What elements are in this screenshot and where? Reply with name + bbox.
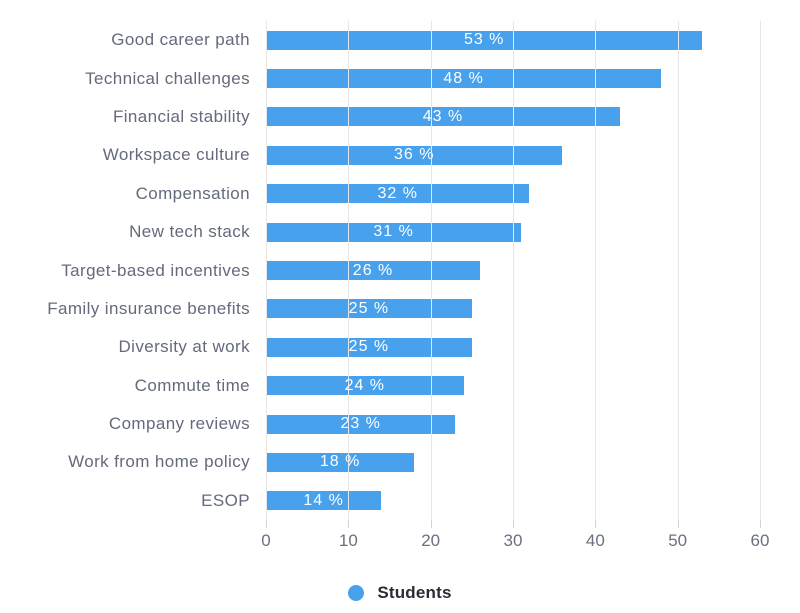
axis-tick-40 <box>595 520 597 528</box>
bar-value-label: 24 % <box>344 376 386 394</box>
category-label: Technical challenges <box>85 68 250 88</box>
bar-row: 25 % <box>266 328 760 366</box>
gridline-50 <box>677 21 679 520</box>
category-label: ESOP <box>201 490 250 510</box>
x-axis-label-40: 40 <box>585 531 605 550</box>
bar-row: 36 % <box>266 136 760 174</box>
bar[interactable]: 18 % <box>266 452 415 472</box>
category-label: Family insurance benefits <box>47 298 250 318</box>
bar-value-label: 26 % <box>352 261 394 279</box>
bar-row: 25 % <box>266 290 760 328</box>
axis-tick-20 <box>430 520 432 528</box>
bar-value-label: 23 % <box>340 415 381 433</box>
bar-row: 32 % <box>266 175 760 213</box>
bar[interactable]: 53 % <box>266 30 703 50</box>
x-axis: 0 10 20 30 40 50 60 <box>261 528 769 554</box>
gridline-30 <box>513 21 514 520</box>
bar[interactable]: 36 % <box>266 145 563 165</box>
axis-tick-50 <box>677 520 679 528</box>
bar[interactable]: 31 % <box>266 222 522 242</box>
x-axis-label-50: 50 <box>668 531 688 550</box>
bar-value-label: 48 % <box>443 69 484 87</box>
x-axis-label-60: 60 <box>750 531 770 550</box>
bar-row: 18 % <box>266 443 760 481</box>
gridline-10 <box>348 21 350 520</box>
bar-value-label: 53 % <box>463 31 505 49</box>
bar[interactable]: 24 % <box>266 376 464 396</box>
bar-value-label: 18 % <box>319 453 361 471</box>
category-axis: Good career path Technical challenges Fina… <box>0 21 250 520</box>
bar-row: 48 % <box>266 59 760 97</box>
category-label: Diversity at work <box>118 337 250 357</box>
legend[interactable]: Students <box>0 583 800 603</box>
gridline-20 <box>430 21 432 520</box>
bar[interactable]: 48 % <box>266 69 662 89</box>
bar[interactable]: 43 % <box>266 107 621 127</box>
bar-row: 31 % <box>266 213 760 251</box>
axis-tick-0 <box>266 520 267 528</box>
bar-row: 26 % <box>266 251 760 289</box>
bar-value-label: 31 % <box>373 223 414 241</box>
bar-row: 43 % <box>266 98 760 136</box>
bar-row: 14 % <box>266 482 760 520</box>
category-label: Commute time <box>134 375 250 395</box>
axis-tick-60 <box>760 520 761 528</box>
bar[interactable]: 26 % <box>266 261 481 281</box>
bar-value-label: 36 % <box>393 146 435 164</box>
bar[interactable]: 14 % <box>266 491 382 511</box>
gridline-60 <box>760 21 761 520</box>
category-label: Compensation <box>135 183 250 203</box>
bar-row: 23 % <box>266 405 760 443</box>
bar[interactable]: 32 % <box>266 184 530 204</box>
bar[interactable]: 23 % <box>266 414 456 434</box>
axis-tick-30 <box>513 520 514 528</box>
axis-tick-10 <box>348 520 350 528</box>
bar[interactable]: 25 % <box>266 337 472 357</box>
category-label: Financial stability <box>112 106 250 126</box>
bar-row: 24 % <box>266 367 760 405</box>
category-label: Company reviews <box>108 414 250 434</box>
x-axis-label-20: 20 <box>421 531 441 550</box>
category-label: Good career path <box>111 30 250 50</box>
legend-label: Students <box>377 583 452 602</box>
gridline-40 <box>595 21 597 520</box>
bar-value-label: 25 % <box>348 338 390 356</box>
x-axis-label-0: 0 <box>261 531 271 550</box>
category-label: Work from home policy <box>68 452 250 472</box>
x-axis-label-10: 10 <box>338 531 358 550</box>
bar-row: 53 % <box>266 21 760 59</box>
plot-area: 53 % 48 % 43 % 36 % 32 % 31 % 26 % 25 % 25 % 24 %… <box>266 21 761 528</box>
bar-value-label: 25 % <box>348 299 390 317</box>
category-label: Target-based incentives <box>61 260 250 280</box>
bar[interactable]: 25 % <box>266 299 472 319</box>
bar-value-label: 14 % <box>303 491 344 509</box>
category-label: New tech stack <box>129 222 250 242</box>
gridline-0 <box>266 21 267 520</box>
bar-value-label: 32 % <box>377 184 418 202</box>
bars-container: 53 % 48 % 43 % 36 % 32 % 31 % 26 % 25 % 25 % 24 %… <box>266 21 760 520</box>
bar-value-label: 43 % <box>422 107 464 125</box>
category-label: Workspace culture <box>102 145 250 165</box>
legend-dot-icon <box>348 585 365 601</box>
x-axis-label-30: 30 <box>503 531 523 550</box>
